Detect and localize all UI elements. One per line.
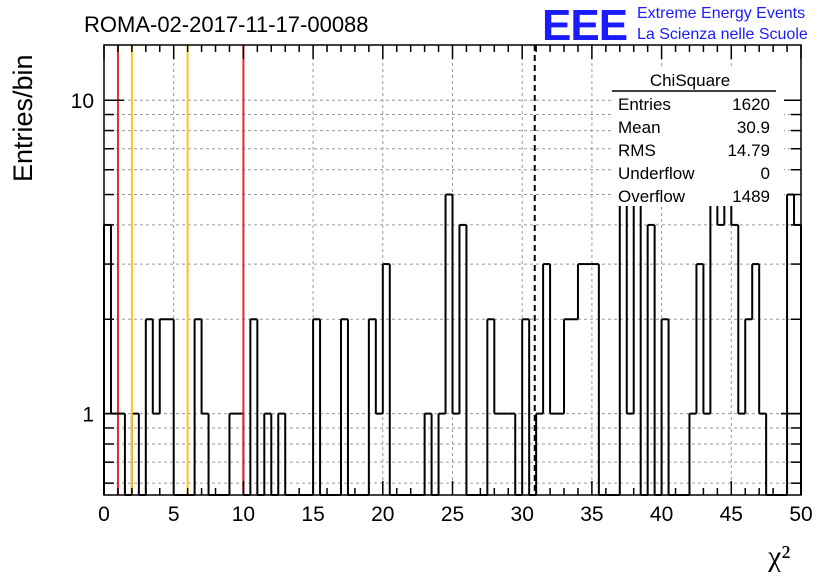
stats-title: ChiSquare: [650, 71, 730, 90]
tick-labels: 0 5 10 15 20 25 30 35 40 45 50 1 10: [71, 90, 813, 526]
x-tick-label: 20: [371, 503, 394, 526]
y-tick-label: 10: [71, 90, 94, 113]
x-tick-label: 45: [720, 503, 743, 526]
eee-logo: EEE Extreme Energy Events La Scienza nel…: [542, 1, 808, 50]
x-tick-label: 5: [168, 503, 180, 526]
marker-lines: [116, 45, 536, 495]
stats-row-value: 14.79: [727, 141, 770, 160]
stats-row-value: 1489: [732, 187, 770, 206]
x-tick-label: 0: [98, 503, 110, 526]
axis-ticks: [103, 45, 802, 495]
stats-box: ChiSquare Entries 1620 Mean 30.9 RMS 14.79 Und…: [612, 66, 784, 206]
x-tick-label: 40: [650, 503, 673, 526]
plot-frame: [103, 44, 802, 496]
chart-title: ROMA-02-2017-11-17-00088: [84, 12, 369, 37]
x-tick-label: 50: [789, 503, 812, 526]
x-tick-label: 35: [580, 503, 603, 526]
stats-box-background: [612, 66, 784, 206]
stats-row-value: 0: [761, 164, 770, 183]
stats-row-value: 1620: [732, 95, 770, 114]
stats-row-label: RMS: [618, 141, 656, 160]
x-tick-label: 10: [232, 503, 255, 526]
stats-row-label: Underflow: [618, 164, 695, 183]
y-tick-label: 1: [82, 404, 94, 427]
x-tick-label: 25: [441, 503, 464, 526]
stats-row-value: 30.9: [737, 118, 770, 137]
stats-row-label: Overflow: [618, 187, 686, 206]
stats-row-label: Mean: [618, 118, 661, 137]
histogram: [103, 168, 802, 496]
x-tick-label: 30: [511, 503, 534, 526]
logo-mark: EEE: [542, 1, 627, 50]
logo-line1: Extreme Energy Events: [637, 5, 805, 22]
x-axis-label: χ²: [767, 540, 790, 572]
stats-row-label: Entries: [618, 95, 671, 114]
logo-line2: La Scienza nelle Scuole: [637, 26, 808, 43]
x-tick-label: 15: [301, 503, 324, 526]
y-axis-label: Entries/bin: [8, 54, 38, 182]
